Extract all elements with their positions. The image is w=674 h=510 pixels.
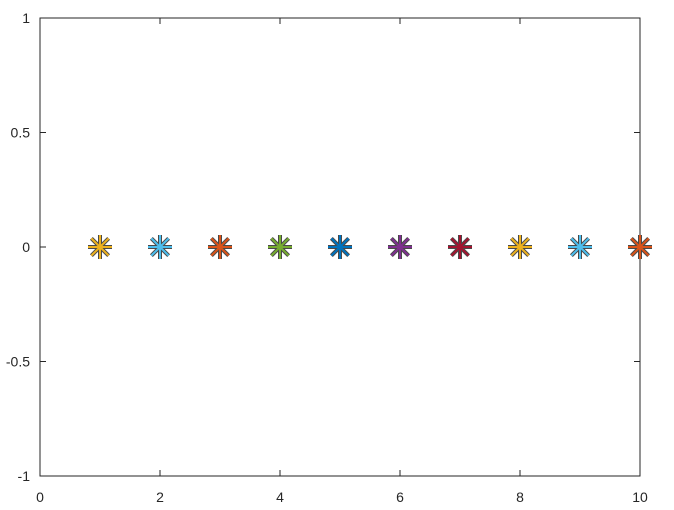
y-tick-label: 0 (22, 239, 30, 255)
data-point-asterisk (88, 235, 112, 259)
x-tick-label: 2 (156, 489, 164, 505)
y-tick-label: -1 (18, 468, 31, 484)
data-point-asterisk (508, 235, 532, 259)
data-point-asterisk (148, 235, 172, 259)
y-tick-label: 0.5 (11, 125, 31, 141)
x-tick-label: 4 (276, 489, 284, 505)
data-point-asterisk (328, 235, 352, 259)
y-tick-label: -0.5 (6, 354, 30, 370)
data-point-asterisk (388, 235, 412, 259)
data-point-asterisk (268, 235, 292, 259)
x-tick-label: 6 (396, 489, 404, 505)
y-tick-label: 1 (22, 10, 30, 26)
x-tick-label: 10 (632, 489, 648, 505)
x-tick-label: 0 (36, 489, 44, 505)
data-point-asterisk (568, 235, 592, 259)
data-point-asterisk (628, 235, 652, 259)
data-point-asterisk (448, 235, 472, 259)
data-point-asterisk (208, 235, 232, 259)
x-tick-label: 8 (516, 489, 524, 505)
